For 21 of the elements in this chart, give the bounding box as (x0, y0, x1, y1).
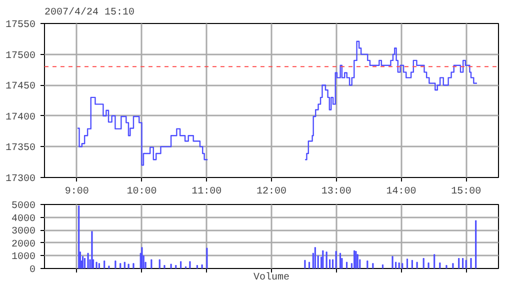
y-tick-label: 3000 (11, 226, 36, 238)
x-tick-label: 9:00 (64, 186, 89, 198)
y-tick-label: 4000 (11, 214, 36, 225)
y-tick-label: 17550 (5, 20, 36, 31)
y-tick-label: 17450 (5, 82, 36, 93)
y-tick-label: 17350 (5, 143, 36, 154)
y-tick-label: 0 (30, 265, 36, 276)
x-axis-title: Volume (253, 272, 290, 284)
y-tick-label: 17300 (5, 174, 36, 185)
x-tick-label: 11:00 (192, 186, 222, 198)
y-tick-label: 17400 (5, 112, 36, 124)
x-tick-label: 15:00 (451, 186, 482, 198)
x-tick-label: 13:00 (321, 186, 352, 198)
x-tick-label: 14:00 (386, 186, 416, 198)
y-tick-label: 2000 (11, 239, 36, 250)
x-tick-label: 12:00 (256, 186, 287, 198)
y-tick-label: 1000 (11, 252, 36, 264)
chart-subtitle: 2007/4/24 15:10 (44, 6, 135, 18)
y-tick-label: 5000 (11, 201, 36, 212)
y-tick-label: 17500 (5, 50, 36, 62)
x-tick-label: 10:00 (126, 186, 157, 198)
